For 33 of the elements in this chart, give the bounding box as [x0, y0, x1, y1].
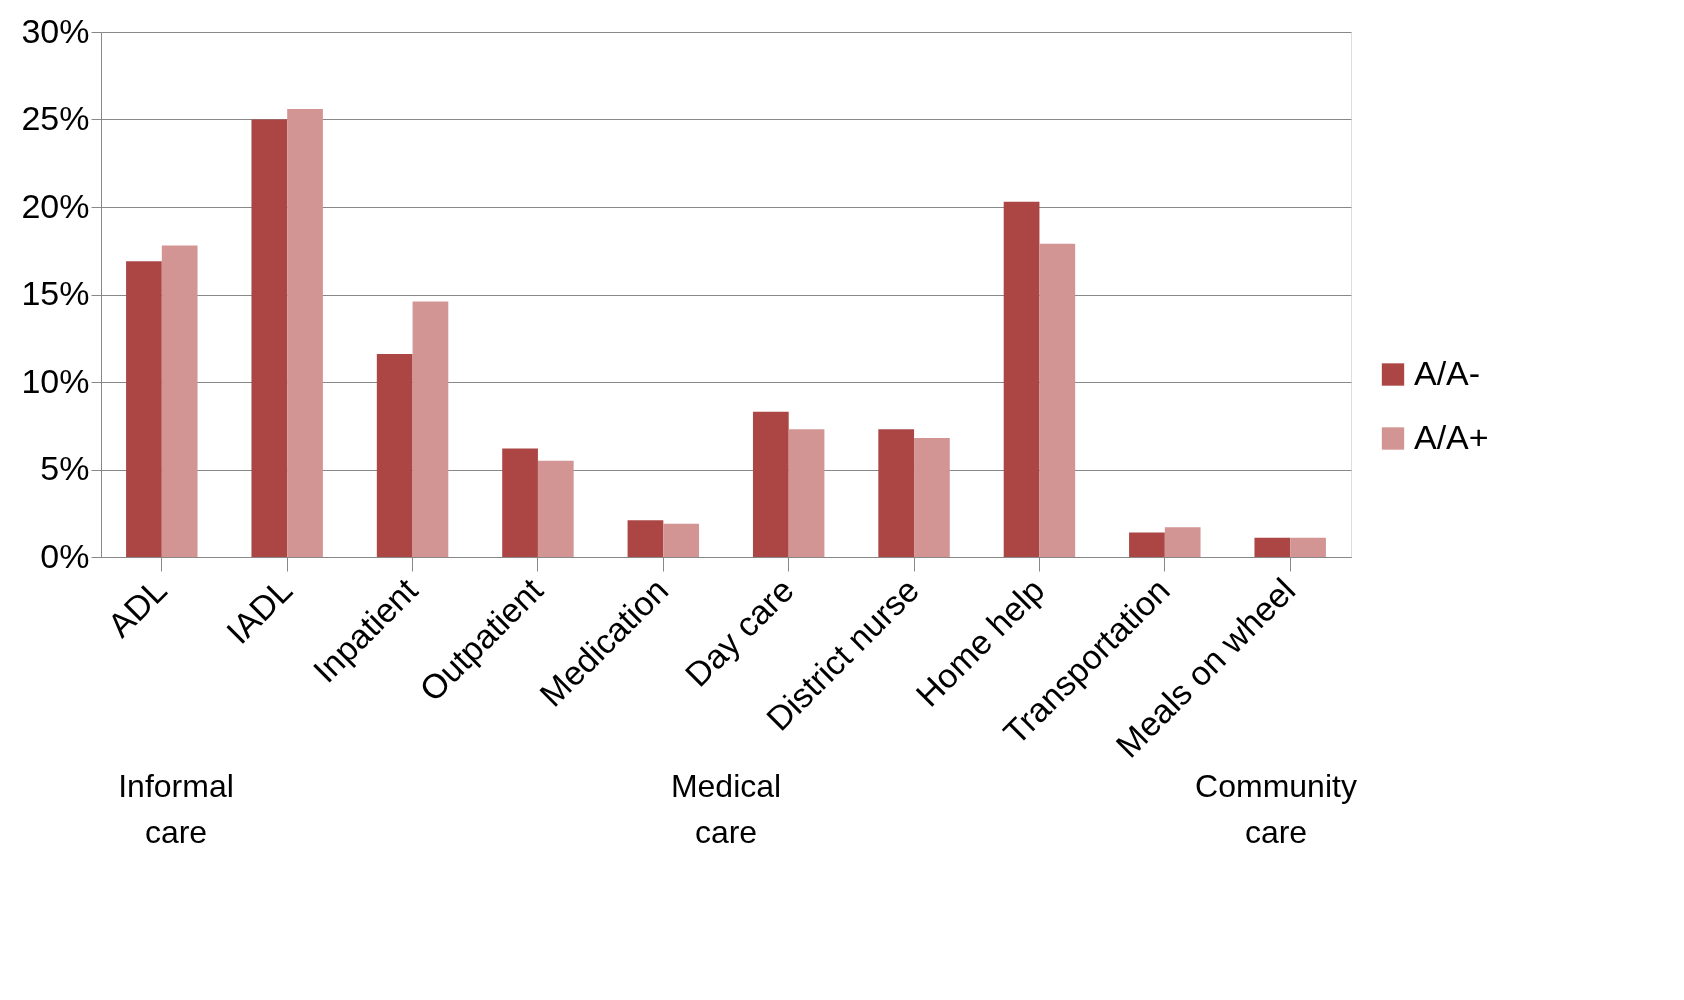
- bar: [752, 411, 789, 557]
- bar: [502, 448, 538, 557]
- bar: [412, 301, 449, 557]
- bar: [663, 523, 700, 557]
- legend-label: A/A+: [1414, 417, 1489, 456]
- y-tick-label: 15%: [21, 274, 90, 312]
- y-tick-label: 20%: [21, 186, 90, 225]
- bar: [1039, 243, 1076, 557]
- bar: [126, 261, 162, 557]
- bar: [161, 245, 198, 557]
- bar: [914, 438, 950, 557]
- y-tick-label: 0%: [40, 536, 90, 575]
- y-tick-label: 10%: [21, 361, 90, 400]
- bar: [1164, 527, 1201, 557]
- bar: [537, 460, 574, 557]
- bar: [251, 119, 288, 557]
- y-tick-label: 25%: [21, 99, 90, 137]
- text: Medical care: [670, 768, 782, 850]
- y-tick-label: 5%: [40, 449, 90, 487]
- x-tick-label: ADL: [100, 570, 174, 645]
- bar: [627, 520, 664, 557]
- bar: [1129, 532, 1165, 557]
- text: Community care: [1195, 768, 1357, 850]
- bar: [1003, 201, 1040, 557]
- y-tick-label: 30%: [21, 11, 90, 50]
- bar: [1290, 537, 1326, 557]
- bar: [788, 429, 825, 557]
- text: Informal care: [118, 768, 234, 850]
- bar: [376, 354, 413, 557]
- bar: [878, 429, 915, 557]
- legend-label: A/A-: [1414, 353, 1481, 392]
- bar: [287, 109, 323, 557]
- bar: [1254, 537, 1291, 557]
